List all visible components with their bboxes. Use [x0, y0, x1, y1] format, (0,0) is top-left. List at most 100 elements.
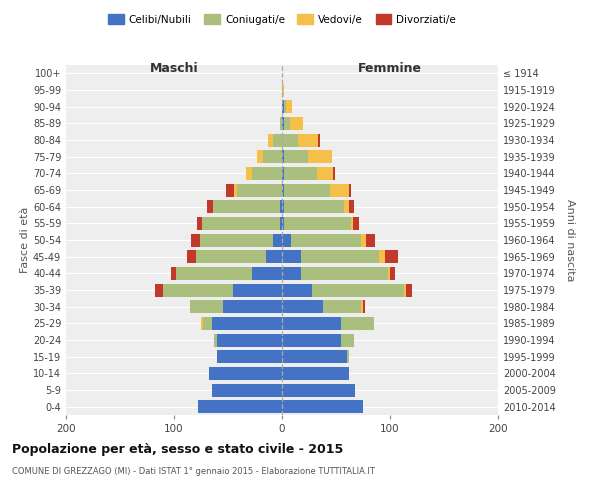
Bar: [385, 250, 398, 263]
Bar: [187, 250, 196, 263]
Bar: [282, 317, 341, 330]
Bar: [347, 350, 349, 363]
Bar: [317, 134, 320, 146]
Bar: [353, 217, 359, 230]
Bar: [233, 284, 282, 296]
Bar: [379, 250, 385, 263]
Bar: [366, 234, 375, 246]
Bar: [290, 234, 361, 246]
Bar: [282, 134, 298, 146]
Bar: [284, 200, 344, 213]
Bar: [226, 184, 235, 196]
Bar: [191, 234, 200, 246]
Bar: [196, 250, 266, 263]
Bar: [298, 134, 317, 146]
Bar: [282, 300, 323, 313]
Y-axis label: Fasce di età: Fasce di età: [20, 207, 30, 273]
Bar: [201, 317, 203, 330]
Bar: [217, 334, 282, 346]
Bar: [284, 184, 329, 196]
Bar: [247, 167, 252, 180]
Bar: [312, 284, 404, 296]
Bar: [213, 200, 280, 213]
Bar: [329, 184, 349, 196]
Bar: [257, 150, 263, 163]
Legend: Celibi/Nubili, Coniugati/e, Vedovi/e, Divorziati/e: Celibi/Nubili, Coniugati/e, Vedovi/e, Di…: [104, 10, 460, 29]
Bar: [282, 350, 347, 363]
Bar: [301, 267, 388, 280]
Bar: [282, 267, 301, 280]
Bar: [282, 150, 284, 163]
Bar: [341, 334, 355, 346]
Bar: [390, 267, 395, 280]
Bar: [202, 217, 280, 230]
Text: COMUNE DI GREZZAGO (MI) - Dati ISTAT 1° gennaio 2015 - Elaborazione TUTTITALIA.I: COMUNE DI GREZZAGO (MI) - Dati ISTAT 1° …: [12, 468, 375, 476]
Bar: [212, 317, 282, 330]
Bar: [280, 217, 282, 230]
Bar: [198, 400, 282, 413]
Bar: [282, 284, 312, 296]
Bar: [282, 367, 349, 380]
Bar: [252, 267, 282, 280]
Bar: [212, 384, 282, 396]
Bar: [274, 234, 282, 246]
Bar: [252, 167, 282, 180]
Bar: [163, 284, 233, 296]
Bar: [351, 217, 353, 230]
Bar: [208, 200, 213, 213]
Bar: [308, 150, 332, 163]
Bar: [209, 367, 282, 380]
Bar: [203, 317, 212, 330]
Bar: [290, 117, 302, 130]
Bar: [282, 100, 284, 113]
Bar: [263, 150, 282, 163]
Bar: [282, 384, 355, 396]
Bar: [274, 134, 282, 146]
Bar: [284, 167, 317, 180]
Bar: [236, 184, 282, 196]
Bar: [266, 250, 282, 263]
Bar: [341, 317, 374, 330]
Bar: [301, 250, 379, 263]
Bar: [406, 284, 412, 296]
Bar: [404, 284, 406, 296]
Bar: [282, 250, 301, 263]
Bar: [268, 134, 274, 146]
Bar: [284, 100, 286, 113]
Bar: [214, 334, 217, 346]
Bar: [282, 184, 284, 196]
Bar: [197, 217, 202, 230]
Bar: [284, 117, 290, 130]
Y-axis label: Anni di nascita: Anni di nascita: [565, 198, 575, 281]
Bar: [155, 284, 163, 296]
Bar: [361, 234, 366, 246]
Bar: [284, 150, 308, 163]
Bar: [190, 300, 223, 313]
Bar: [286, 100, 292, 113]
Bar: [217, 350, 282, 363]
Bar: [363, 300, 365, 313]
Bar: [349, 184, 351, 196]
Bar: [280, 117, 282, 130]
Bar: [282, 84, 284, 96]
Bar: [282, 400, 363, 413]
Bar: [282, 167, 284, 180]
Bar: [176, 267, 252, 280]
Bar: [223, 300, 282, 313]
Bar: [280, 200, 282, 213]
Bar: [282, 200, 284, 213]
Bar: [282, 117, 284, 130]
Bar: [317, 167, 333, 180]
Bar: [284, 217, 351, 230]
Bar: [282, 334, 341, 346]
Bar: [282, 217, 284, 230]
Bar: [282, 234, 290, 246]
Text: Femmine: Femmine: [358, 62, 422, 74]
Bar: [235, 184, 236, 196]
Bar: [200, 234, 274, 246]
Bar: [333, 167, 335, 180]
Bar: [388, 267, 390, 280]
Bar: [349, 200, 355, 213]
Text: Popolazione per età, sesso e stato civile - 2015: Popolazione per età, sesso e stato civil…: [12, 442, 343, 456]
Bar: [344, 200, 349, 213]
